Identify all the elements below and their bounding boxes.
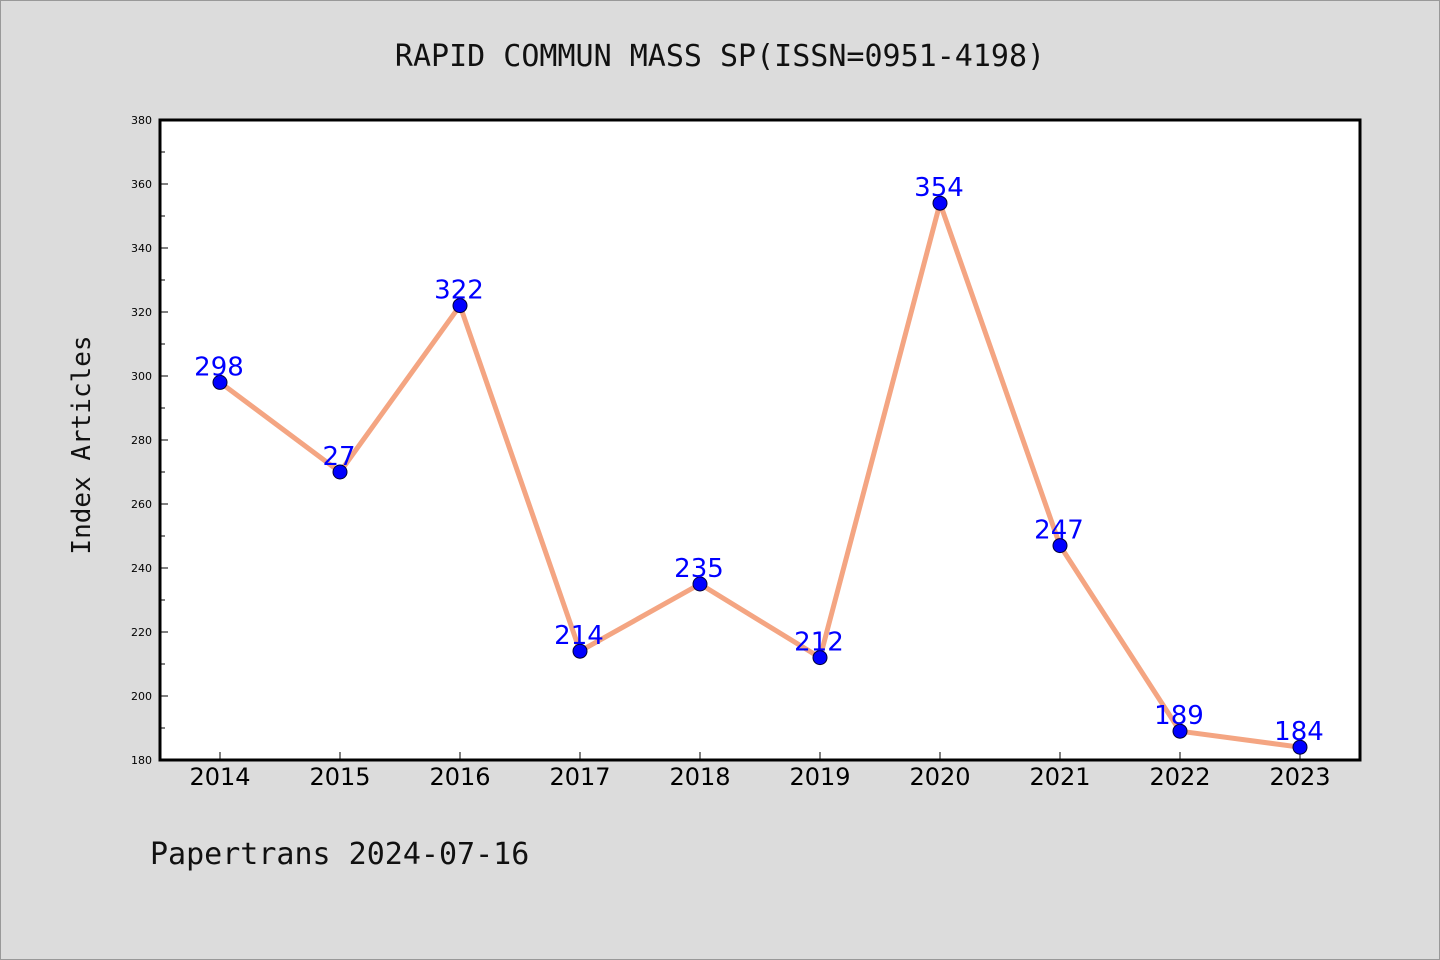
x-tick-label: 2015 [309, 763, 370, 791]
data-label: 322 [434, 276, 484, 306]
data-label: 235 [674, 554, 724, 584]
data-point [332, 464, 348, 480]
plot-frame [158, 118, 1362, 762]
y-tick-label: 360 [131, 178, 152, 191]
data-label: 214 [554, 621, 604, 651]
y-tick-label: 380 [131, 114, 152, 127]
data-point [572, 643, 588, 659]
x-tick-label: 2019 [789, 763, 850, 791]
data-point [1052, 538, 1068, 554]
y-tick-label: 280 [131, 434, 152, 447]
data-markers [212, 195, 1308, 755]
data-point [692, 576, 708, 592]
x-axis: 2014 2015 2016 2017 2018 2019 2020 2021 2022 2023 [189, 752, 1331, 791]
data-label: 189 [1154, 701, 1204, 731]
data-point [212, 374, 228, 390]
x-tick-label: 2016 [429, 763, 490, 791]
data-labels: 298 27 322 214 235 212 354 247 189 184 [194, 173, 1324, 747]
data-point [1292, 739, 1308, 755]
data-point [1172, 723, 1188, 739]
y-tick-label: 240 [131, 562, 152, 575]
y-tick-label: 300 [131, 370, 152, 383]
series-line [217, 200, 1303, 750]
y-tick-label: 200 [131, 690, 152, 703]
y-tick-label: 180 [131, 754, 152, 767]
y-axis-label: Index Articles [67, 335, 97, 554]
x-tick-label: 2018 [669, 763, 730, 791]
data-point [452, 298, 468, 314]
footer-credit: Papertrans 2024-07-16 [150, 837, 529, 872]
y-tick-label: 260 [131, 498, 152, 511]
x-tick-label: 2022 [1149, 763, 1210, 791]
data-label: 212 [794, 628, 844, 658]
chart-title: RAPID COMMUN MASS SP(ISSN=0951-4198) [395, 39, 1045, 74]
x-tick-label: 2014 [189, 763, 250, 791]
data-label: 354 [914, 173, 964, 203]
data-label: 27 [322, 442, 355, 472]
data-label: 247 [1034, 516, 1084, 546]
y-tick-label: 220 [131, 626, 152, 639]
x-tick-label: 2020 [909, 763, 970, 791]
y-tick-label: 340 [131, 242, 152, 255]
y-tick-label: 320 [131, 306, 152, 319]
data-label: 298 [194, 352, 244, 382]
plot-area [160, 120, 1360, 760]
x-tick-label: 2017 [549, 763, 610, 791]
data-point [932, 195, 948, 211]
data-label: 184 [1274, 717, 1324, 747]
data-point [812, 650, 828, 666]
x-tick-label: 2021 [1029, 763, 1090, 791]
x-tick-label: 2023 [1269, 763, 1330, 791]
